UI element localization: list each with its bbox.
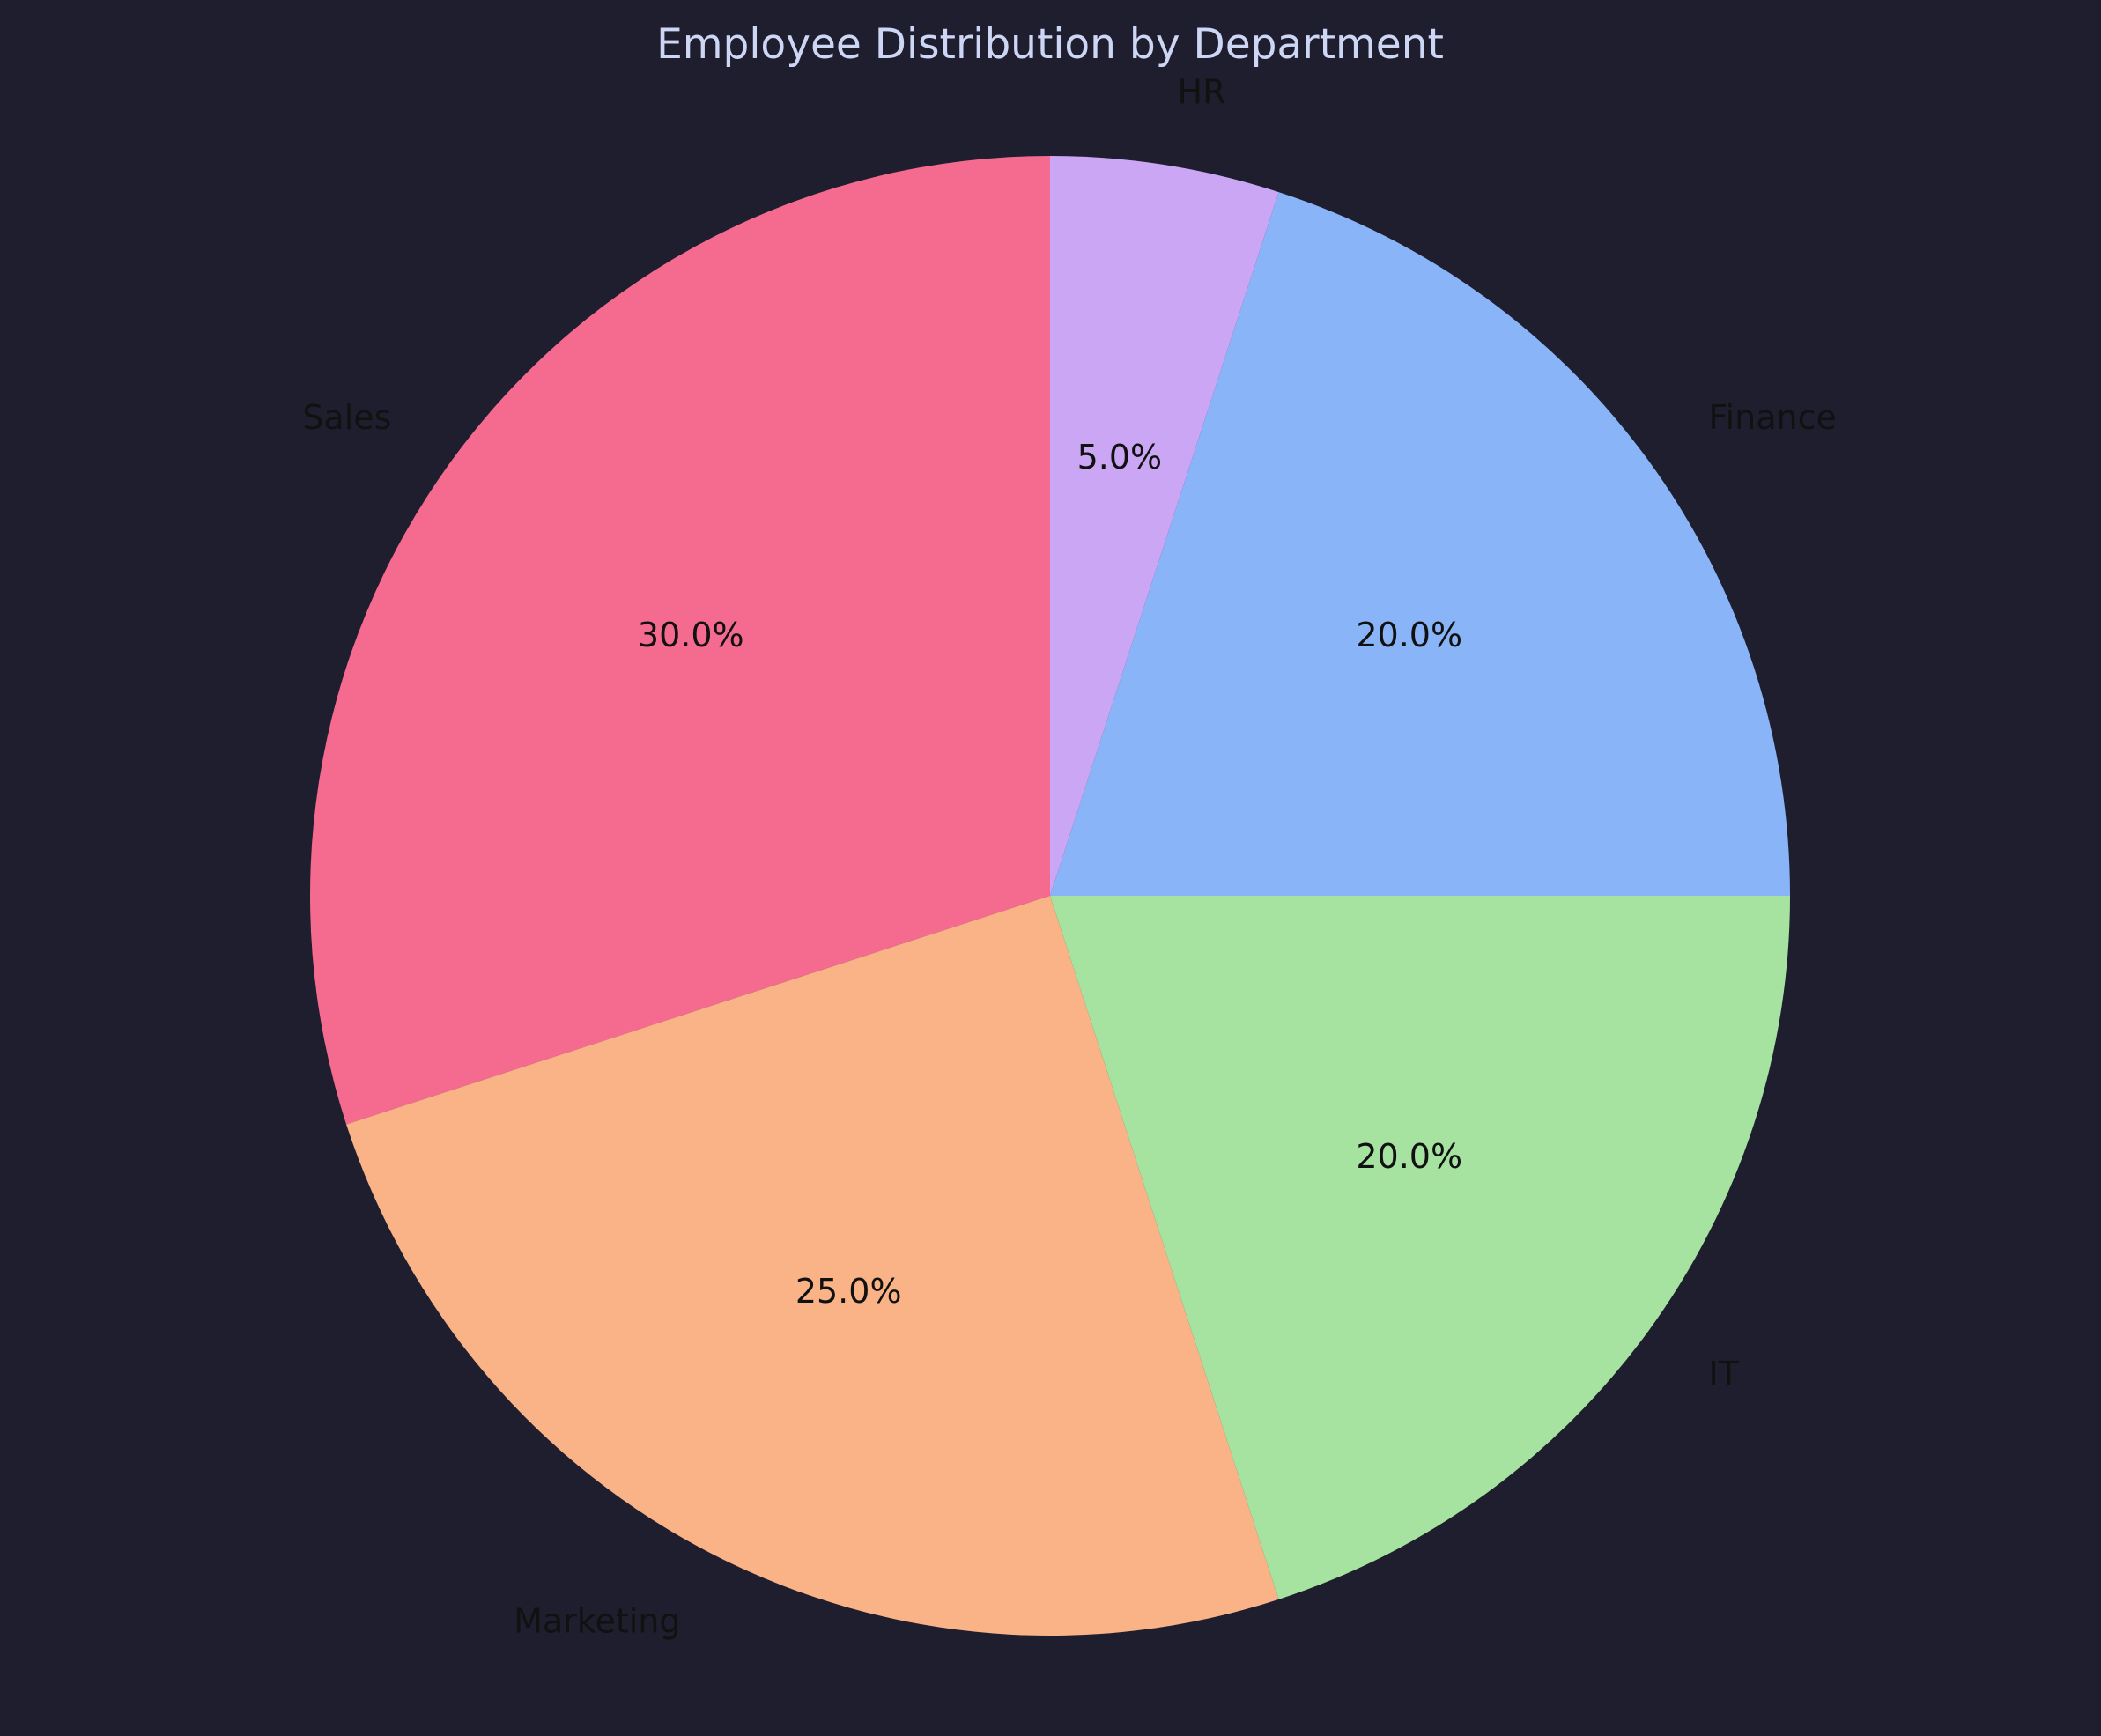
pie-slice-finance <box>1050 192 1790 896</box>
pct-label-it: 20.0% <box>1356 1137 1462 1176</box>
slice-label-marketing: Marketing <box>514 1601 680 1640</box>
slice-label-sales: Sales <box>302 398 391 437</box>
slice-label-finance: Finance <box>1709 398 1837 437</box>
pie-slices <box>309 156 1790 1636</box>
slice-label-hr: HR <box>1178 72 1226 111</box>
pie-labels: Sales 30.0% Marketing 25.0% IT 20.0% Finance 20… <box>302 72 1837 1640</box>
pie-slice-sales <box>309 156 1051 1125</box>
pct-label-finance: 20.0% <box>1356 616 1462 654</box>
slice-label-it: IT <box>1709 1355 1740 1393</box>
pie-slice-it <box>1050 896 1790 1599</box>
pct-label-hr: 5.0% <box>1077 438 1163 476</box>
pie-slice-hr <box>1050 156 1279 896</box>
pct-label-marketing: 25.0% <box>795 1272 902 1311</box>
pct-label-sales: 30.0% <box>638 616 744 654</box>
pie-slice-marketing <box>346 896 1279 1636</box>
chart-title: Employee Distribution by Department <box>656 20 1444 69</box>
